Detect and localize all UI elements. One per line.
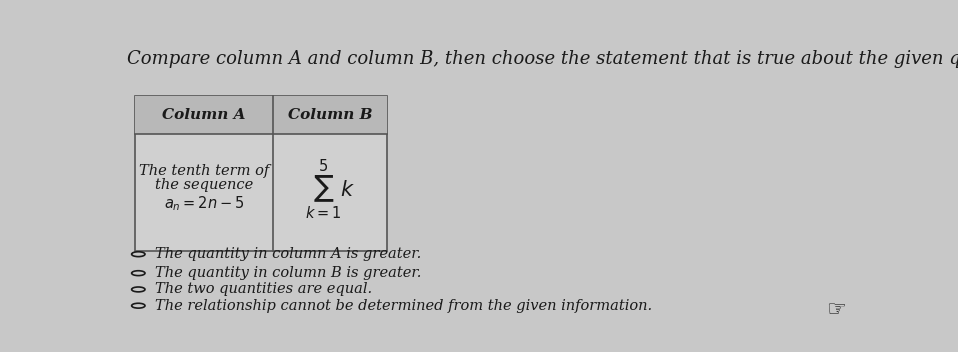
Text: ☞: ☞ (826, 301, 846, 321)
Text: Compare column A and column B, then choose the statement that is true about the : Compare column A and column B, then choo… (127, 50, 958, 68)
Text: The tenth term of: The tenth term of (139, 164, 269, 178)
Text: Column A: Column A (162, 108, 246, 122)
Bar (134, 96, 387, 134)
Text: The two quantities are equal.: The two quantities are equal. (155, 282, 373, 296)
Text: $\sum_{k=1}^{5} k$: $\sum_{k=1}^{5} k$ (305, 158, 355, 221)
Text: $a_n = 2n - 5$: $a_n = 2n - 5$ (164, 194, 244, 213)
Text: The quantity in column A is greater.: The quantity in column A is greater. (155, 247, 422, 261)
Text: The relationship cannot be determined from the given information.: The relationship cannot be determined fr… (155, 299, 652, 313)
Text: The quantity in column B is greater.: The quantity in column B is greater. (155, 266, 422, 280)
Bar (134, 96, 387, 251)
Text: the sequence: the sequence (155, 177, 253, 191)
Text: Column B: Column B (288, 108, 373, 122)
